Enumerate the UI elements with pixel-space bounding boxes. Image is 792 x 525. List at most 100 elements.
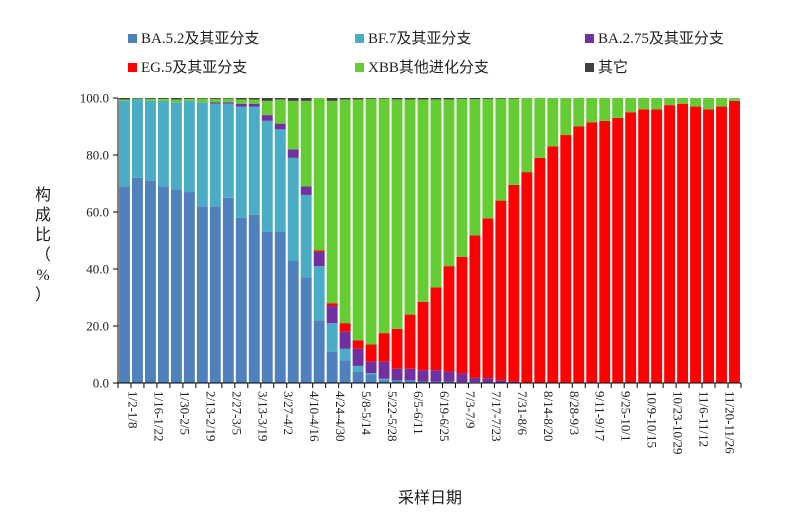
bar-segment-25-series-5: [443, 98, 455, 100]
bar-segment-22-series-2: [404, 368, 416, 381]
bar-segment-3-series-1: [157, 100, 169, 187]
bar-segment-21-series-4: [391, 99, 403, 329]
bar-segment-2-series-1: [145, 100, 156, 181]
bar-segment-14-series-5: [300, 98, 312, 101]
legend-swatch: [355, 34, 364, 43]
x-tick-label: 9/25-10/1: [619, 391, 634, 442]
bar-segment-4-series-4: [170, 99, 182, 103]
bar-segment-37-series-3: [599, 120, 611, 384]
bar-segment-4-series-0: [170, 189, 182, 383]
bar-segment-19-series-2: [365, 361, 377, 374]
bar-segment-1-series-0: [132, 177, 143, 383]
bar-segment-21-series-0: [391, 380, 403, 383]
x-tick-label: 7/31-8/6: [515, 391, 530, 436]
bar-segment-45-series-3: [703, 109, 714, 384]
bar-segment-43-series-4: [677, 98, 689, 104]
bar-segment-28-series-3: [482, 218, 494, 379]
bar-segment-7-series-2: [209, 102, 221, 104]
y-tick-label: 60.0: [86, 205, 109, 220]
bar-segment-15-series-4: [313, 98, 325, 251]
bar-segment-17-series-1: [339, 348, 351, 361]
x-axis-title: 采样日期: [398, 489, 462, 507]
y-tick-label: 0.0: [93, 376, 109, 391]
x-tick-label: 6/5-6/11: [411, 391, 426, 435]
bar-segment-14-series-0: [300, 277, 312, 383]
bar-segment-27-series-5: [469, 98, 481, 100]
bar-segment-26-series-2: [456, 373, 468, 383]
bar-segment-0-series-1: [119, 100, 130, 187]
bar-segment-20-series-0: [378, 380, 390, 383]
bar-segment-41-series-3: [651, 109, 663, 384]
bar-segment-11-series-1: [261, 120, 273, 232]
x-tick-label: 7/3-7/9: [463, 391, 478, 429]
bar-segment-2-series-5: [145, 98, 156, 99]
bar-segment-11-series-4: [261, 100, 273, 116]
legend-label: BA.5.2及其亚分支: [141, 30, 259, 47]
y-ticks: 0.0 20.0 40.0 60.0 80.0 100.0: [80, 91, 118, 391]
bar-segment-42-series-4: [664, 98, 676, 106]
bar-segment-5-series-4: [183, 98, 195, 101]
bar-segment-26-series-4: [456, 98, 468, 257]
bar-segment-12-series-4: [274, 99, 286, 124]
bar-segment-29-series-5: [495, 98, 507, 99]
bar-segment-26-series-5: [456, 98, 468, 99]
bar-segment-13-series-1: [287, 157, 299, 261]
y-tick-label: 40.0: [86, 262, 109, 277]
bar-segment-16-series-0: [326, 351, 338, 383]
bar-segment-22-series-4: [404, 99, 416, 315]
bar-segment-9-series-0: [235, 217, 247, 383]
bar-segment-17-series-0: [339, 360, 351, 383]
bar-segment-5-series-5: [183, 98, 195, 99]
bar-segment-28-series-5: [482, 98, 494, 99]
x-tick-label: 6/19-6/25: [437, 391, 452, 442]
bar-segment-6-series-1: [196, 102, 208, 207]
x-tick-label: 2/13-2/19: [203, 391, 218, 442]
bar-segment-35-series-4: [573, 98, 585, 127]
bar-segment-16-series-4: [326, 100, 338, 304]
bar-segment-6-series-4: [196, 98, 208, 103]
x-tick-label: 8/14-8/20: [541, 391, 556, 442]
bar-segment-9-series-2: [235, 103, 247, 107]
bar-segment-16-series-1: [326, 323, 338, 352]
legend-label: BA.2.75及其亚分支: [598, 30, 724, 47]
bar-segment-20-series-5: [378, 98, 390, 99]
x-ticks: 1/2-1/8 1/16-1/22 1/30-2/5 2/13-2/19 2/27-3/…: [117, 383, 742, 455]
legend-label: BF.7及其亚分支: [368, 30, 471, 47]
bar-segment-1-series-5: [132, 98, 143, 99]
bar-segment-25-series-4: [443, 99, 455, 267]
bar-segment-23-series-4: [417, 99, 429, 302]
x-tick-label: 8/28-9/3: [567, 391, 582, 435]
bar-segment-10-series-0: [248, 214, 260, 383]
bar-segment-21-series-3: [391, 328, 403, 369]
bar-segment-36-series-3: [586, 122, 598, 383]
bar-segment-22-series-0: [404, 380, 416, 383]
legend-label: EG.5及其亚分支: [141, 59, 247, 76]
x-tick-label: 2/27-3/5: [229, 391, 244, 435]
bar-segment-44-series-4: [690, 98, 702, 107]
bar-segment-39-series-4: [625, 98, 637, 113]
bar-segment-21-series-2: [391, 368, 403, 381]
bar-segment-12-series-5: [274, 98, 286, 100]
y-axis-title-char: 构: [35, 186, 51, 204]
bar-segment-32-series-4: [534, 98, 546, 158]
bar-segment-25-series-0: [443, 381, 455, 383]
bar-segment-31-series-4: [521, 98, 533, 173]
bar-segment-3-series-0: [157, 186, 169, 383]
bar-segment-5-series-1: [183, 100, 195, 193]
legend-swatch: [355, 63, 364, 72]
legend: BA.5.2及其亚分支 BF.7及其亚分支 BA.2.75及其亚分支 EG.5及其亚分…: [128, 30, 724, 76]
bar-segment-16-series-5: [326, 98, 338, 101]
bar-segment-26-series-3: [456, 256, 468, 374]
bar-segment-18-series-0: [352, 371, 364, 383]
bar-segment-6-series-0: [196, 206, 208, 383]
bar-segment-27-series-3: [469, 235, 481, 378]
x-tick-label: 3/13-3/19: [255, 391, 270, 442]
bar-segment-9-series-5: [235, 98, 247, 100]
bar-segment-8-series-5: [222, 98, 234, 99]
bar-segment-27-series-2: [469, 377, 481, 383]
bar-segment-10-series-2: [248, 103, 260, 107]
bar-segment-4-series-5: [170, 98, 182, 100]
bar-segment-10-series-4: [248, 99, 260, 104]
bar-segment-3-series-4: [157, 98, 169, 101]
